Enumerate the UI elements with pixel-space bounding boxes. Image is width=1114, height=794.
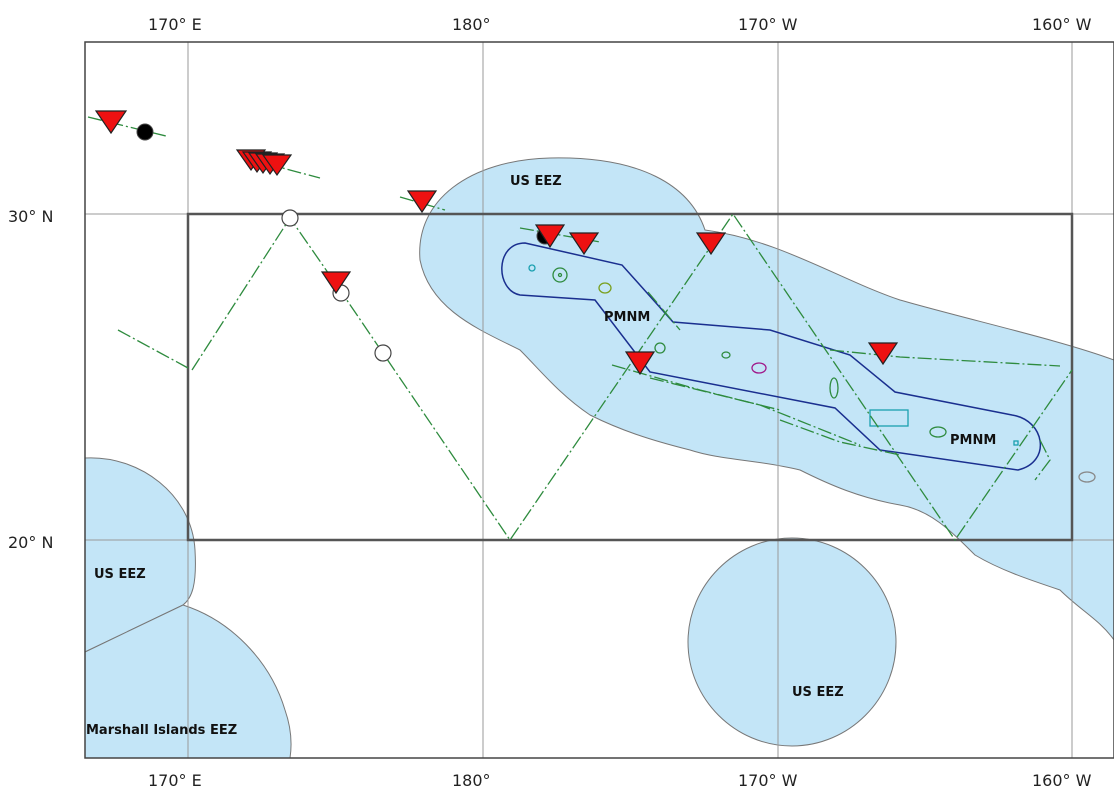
track: [829, 349, 1061, 367]
triangle-marker: [406, 190, 438, 214]
left-axis-label: 30° N: [8, 207, 53, 226]
triangle-marker: [568, 232, 600, 256]
top-axis-label: 180°: [452, 15, 491, 34]
island: [929, 426, 947, 438]
bottom-axis-label: 170° W: [738, 771, 798, 790]
track: [1034, 439, 1051, 481]
track: [647, 291, 681, 331]
island: [1013, 440, 1019, 446]
label-us-eez-north: US EEZ: [510, 174, 562, 189]
triangle-marker: [624, 351, 656, 376]
island: [557, 272, 563, 278]
map-frame: [84, 41, 1114, 759]
bottom-axis-label: 170° E: [148, 771, 202, 790]
island: [721, 351, 731, 359]
track: [87, 116, 167, 137]
top-axis-label: 160° W: [1032, 15, 1092, 34]
triangle-marker: [94, 110, 128, 135]
island: [552, 267, 568, 283]
island: [751, 362, 767, 374]
top-axis-label: 170° W: [738, 15, 798, 34]
triangle-marker: [534, 224, 566, 249]
triangle-marker: [320, 271, 352, 295]
islands: [528, 264, 1096, 483]
label-us-eez-west: US EEZ: [94, 567, 146, 582]
eez-hawaii: [419, 157, 1114, 641]
track: [117, 329, 189, 369]
top-axis-label: 170° E: [148, 15, 202, 34]
label-pmnm-west: PMNM: [604, 310, 650, 325]
island: [598, 282, 612, 294]
study-area-box: [186, 212, 1074, 542]
triangle-marker: [695, 232, 727, 256]
label-pmnm-east: PMNM: [950, 433, 996, 448]
open-circle-marker: [281, 209, 299, 227]
triangle-marker: [261, 154, 293, 177]
open-circle-marker: [374, 344, 392, 362]
label-us-eez-south: US EEZ: [792, 685, 844, 700]
island: [829, 377, 839, 399]
bottom-axis-label: 180°: [452, 771, 491, 790]
pmnm-boundary: [501, 242, 1042, 471]
eez-johnston: [687, 537, 897, 747]
detection-markers: [94, 110, 899, 376]
island: [869, 409, 909, 427]
eez-areas: [84, 157, 1114, 759]
island: [654, 342, 666, 354]
bottom-axis-label: 160° W: [1032, 771, 1092, 790]
left-axis-label: 20° N: [8, 533, 53, 552]
triangle-marker: [867, 342, 899, 366]
island: [1078, 471, 1096, 483]
black-circle-marker: [136, 123, 154, 141]
label-marshall-islands-eez: Marshall Islands EEZ: [86, 723, 237, 738]
track: [649, 377, 861, 446]
island: [528, 264, 536, 272]
